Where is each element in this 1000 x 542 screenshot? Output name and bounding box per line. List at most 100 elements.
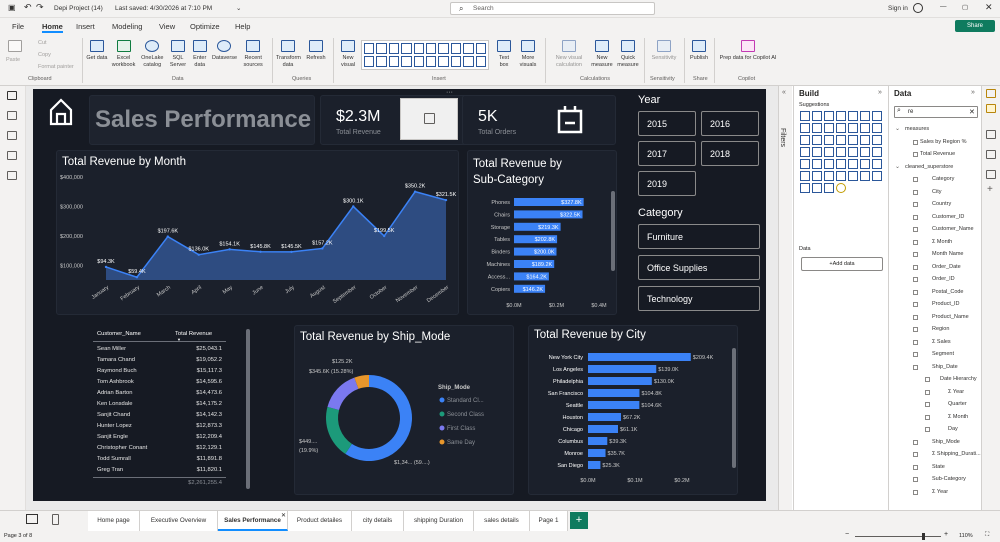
data-search-input[interactable]: ⌕ re ✕ <box>894 106 978 118</box>
search-input[interactable]: ⌕ Search <box>450 2 655 15</box>
city-scrollbar[interactable] <box>732 348 736 468</box>
avatar[interactable] <box>913 3 923 13</box>
table-row[interactable]: Christopher Conant $12,129.1 <box>93 443 226 454</box>
table-row[interactable]: Hunter Lopez $12,873.3 <box>93 421 226 432</box>
table-row[interactable]: Tom Ashbrook $14,595.6 <box>93 377 226 388</box>
field-checkbox[interactable] <box>925 377 930 382</box>
table-row[interactable]: Sanjit Engle $12,209.4 <box>93 432 226 443</box>
field-item[interactable]: City <box>932 188 942 195</box>
field-checkbox[interactable] <box>913 452 918 457</box>
field-item[interactable]: Ship_Date <box>932 363 958 370</box>
visual-type-icon[interactable] <box>812 183 822 193</box>
visual-type-icon[interactable] <box>836 111 846 121</box>
menu-view[interactable]: View <box>159 22 176 31</box>
chevron-down-icon[interactable]: ⌄ <box>895 163 901 170</box>
zoom-slider-handle[interactable] <box>922 533 925 540</box>
image-placeholder[interactable] <box>400 98 458 140</box>
field-checkbox[interactable] <box>913 152 918 157</box>
field-checkbox[interactable] <box>913 314 918 320</box>
field-checkbox[interactable] <box>913 364 918 370</box>
build-collapse-icon[interactable]: » <box>878 89 882 96</box>
visual-type-icon[interactable] <box>872 171 882 181</box>
field-checkbox[interactable] <box>913 489 918 495</box>
visual-type-icon[interactable] <box>860 123 870 133</box>
visual-type-icon[interactable] <box>812 147 822 157</box>
field-item[interactable]: Sub-Category <box>932 476 966 482</box>
field-item[interactable]: Σ Year <box>932 488 949 495</box>
gallery-visual-icon[interactable] <box>376 43 387 54</box>
visual-type-icon[interactable] <box>824 123 834 133</box>
visual-type-icon[interactable] <box>800 171 810 181</box>
menu-insert[interactable]: Insert <box>76 22 95 31</box>
new-visual-button[interactable]: New visual <box>338 38 358 68</box>
year-2017-button[interactable]: 2017 <box>638 141 696 166</box>
home-button[interactable] <box>46 96 76 128</box>
visual-type-icon[interactable] <box>872 111 882 121</box>
field-item[interactable]: Ship_Mode <box>932 438 960 445</box>
close-tab-icon[interactable]: ✕ <box>281 513 287 519</box>
chevron-down-icon[interactable]: ⌄ <box>895 126 901 132</box>
copilot-button[interactable]: Prep data for Copilot AI <box>718 38 778 61</box>
visual-type-icon[interactable] <box>800 183 810 193</box>
page-view-icon[interactable] <box>26 514 38 524</box>
field-item[interactable]: Σ Month <box>932 238 953 245</box>
menu-home[interactable]: Home <box>42 22 63 33</box>
visual-type-icon[interactable] <box>860 147 870 157</box>
gallery-visual-icon[interactable] <box>425 43 437 54</box>
table-row[interactable]: Sanjit Chand $14,142.3 <box>93 410 226 421</box>
close-icon[interactable]: ✕ <box>985 2 993 12</box>
table-row[interactable]: Raymond Buch $15,117.3 <box>93 366 226 377</box>
minimize-icon[interactable]: — <box>940 3 947 10</box>
tab-city-details[interactable]: city details <box>352 511 404 531</box>
tab-product-detailes[interactable]: Product detailes <box>288 511 352 531</box>
tmdl-view-icon[interactable] <box>7 171 17 180</box>
menu-modeling[interactable]: Modeling <box>112 22 143 31</box>
gallery-visual-icon[interactable] <box>401 56 412 67</box>
new-measure-button[interactable]: New measure <box>590 38 614 68</box>
field-item[interactable]: Σ Year <box>948 388 965 395</box>
category-technology-button[interactable]: Technology <box>638 286 760 311</box>
format-painter-button[interactable]: Format painter <box>38 64 74 70</box>
visual-type-icon[interactable] <box>836 159 846 169</box>
field-checkbox[interactable] <box>913 477 918 482</box>
sort-desc-icon[interactable]: ▼ <box>177 337 181 342</box>
year-2015-button[interactable]: 2015 <box>638 111 696 136</box>
sql-server-button[interactable]: SQL Server <box>168 38 188 68</box>
field-checkbox[interactable] <box>913 214 918 220</box>
fit-page-icon[interactable]: ⛶ <box>985 532 990 538</box>
table-view-icon[interactable] <box>7 111 17 120</box>
new-visual-calculation-button[interactable]: New visual calculation <box>550 38 588 68</box>
field-checkbox[interactable] <box>913 289 918 295</box>
gallery-visual-icon[interactable] <box>438 43 449 54</box>
field-item[interactable]: cleaned_superstore <box>905 163 954 170</box>
table-row[interactable]: Sean Miller $25,043.1 <box>93 344 226 355</box>
format-pane-icon[interactable] <box>986 130 996 139</box>
visual-type-icon[interactable] <box>872 123 882 133</box>
field-checkbox[interactable] <box>925 427 930 432</box>
field-item[interactable]: Quarter <box>948 401 967 407</box>
gallery-visual-icon[interactable] <box>450 56 462 67</box>
quick-measure-button[interactable]: Quick measure <box>616 38 640 68</box>
add-data-button[interactable]: +Add data <box>801 257 883 271</box>
field-checkbox[interactable] <box>925 402 930 407</box>
zoom-out-icon[interactable]: − <box>845 531 850 538</box>
visual-type-icon[interactable] <box>872 159 882 169</box>
publish-button[interactable]: Publish <box>688 38 710 61</box>
undo-icon[interactable]: ↶ <box>24 2 32 12</box>
table-row[interactable]: Greg Tran $11,820.1 <box>93 465 226 476</box>
save-icon[interactable]: ▣ <box>8 3 16 12</box>
visual-type-icon[interactable] <box>800 123 810 133</box>
field-checkbox[interactable] <box>913 327 918 332</box>
field-item[interactable]: Postal_Code <box>932 288 964 295</box>
gallery-visual-icon[interactable] <box>364 43 375 54</box>
tab-home-page[interactable]: Home page <box>88 511 140 531</box>
visual-type-icon[interactable] <box>812 171 822 181</box>
field-item[interactable]: Order_Date <box>932 263 961 270</box>
text-box-button[interactable]: Text box <box>494 38 514 68</box>
field-checkbox[interactable] <box>913 352 918 357</box>
gallery-visual-icon[interactable] <box>388 43 400 54</box>
visual-type-icon[interactable] <box>848 171 858 181</box>
gallery-visual-icon[interactable] <box>401 43 412 54</box>
field-checkbox[interactable] <box>925 414 930 420</box>
field-item[interactable]: Month Name <box>932 251 964 257</box>
